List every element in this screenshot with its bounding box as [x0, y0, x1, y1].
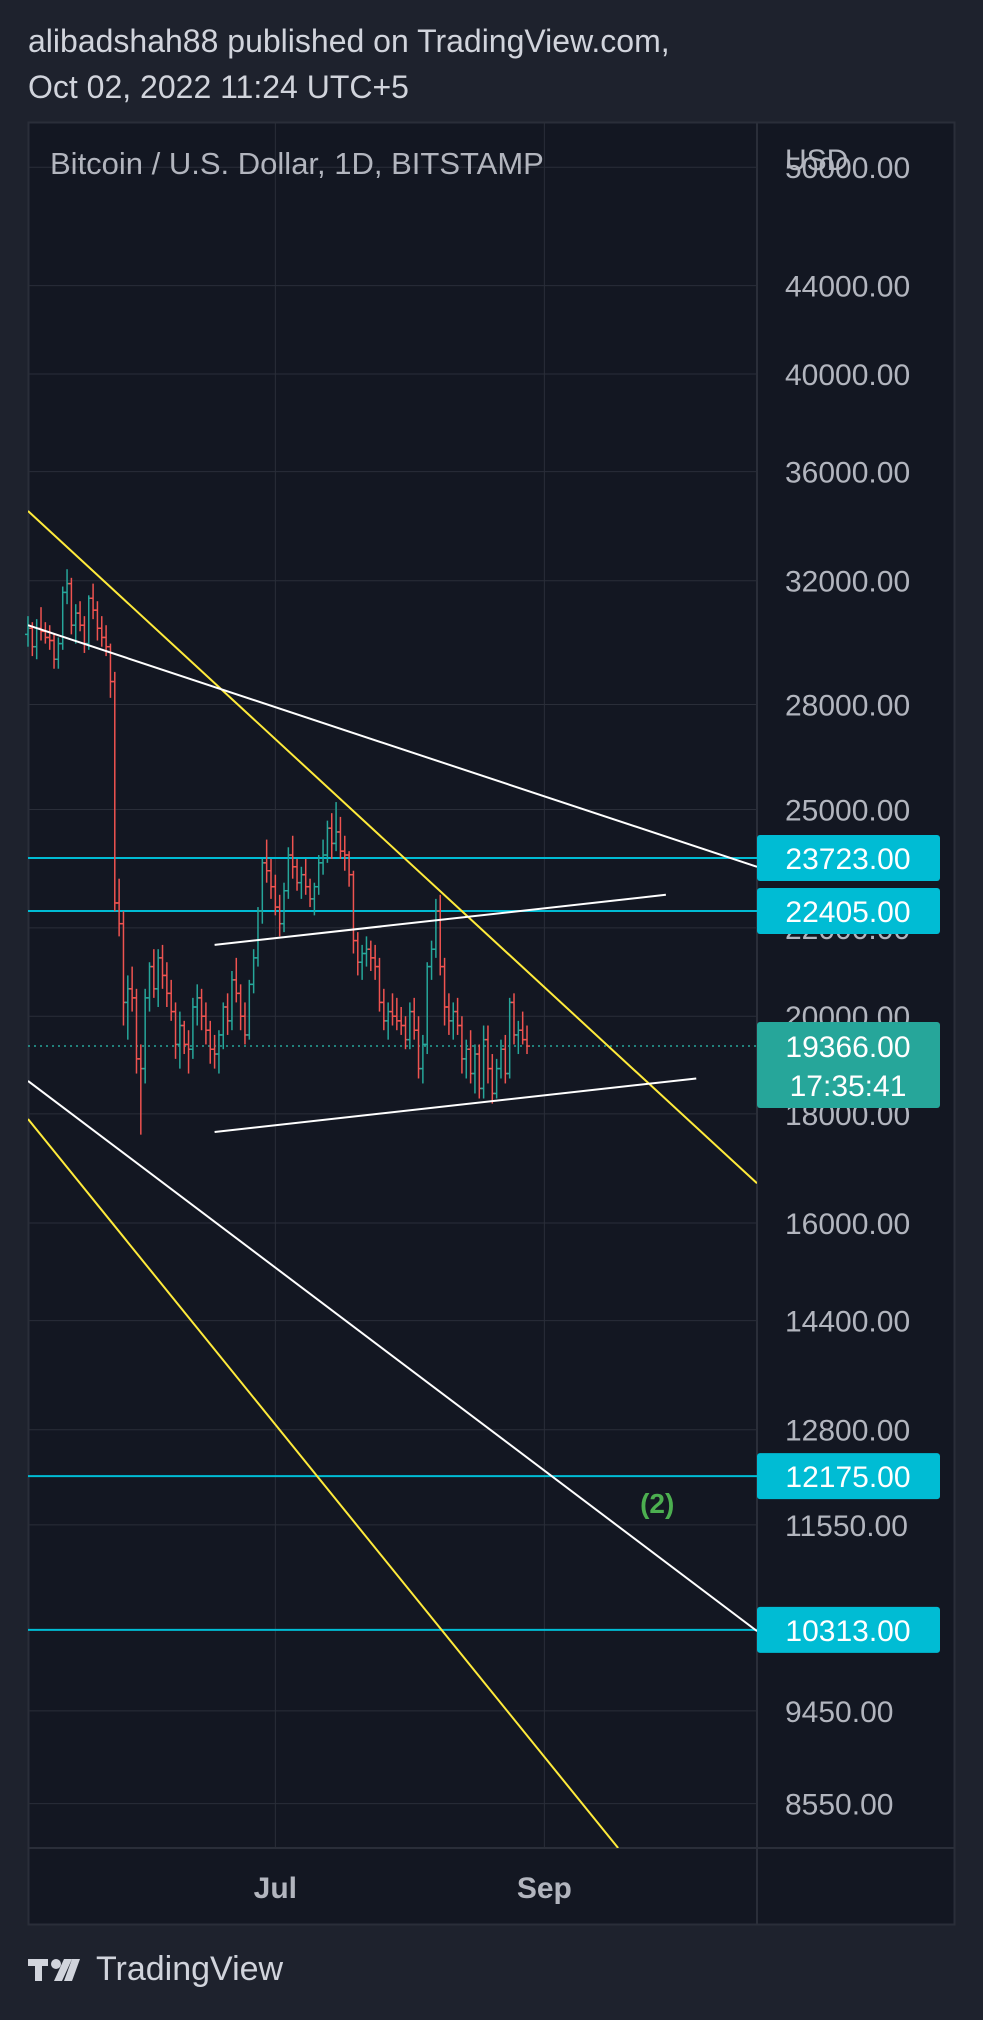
tradingview-logo-icon	[28, 1958, 80, 1981]
price-tick-label: 36000.00	[785, 457, 910, 490]
price-tick-label: 12800.00	[785, 1415, 910, 1448]
price-tick-label: 14400.00	[785, 1306, 910, 1339]
tradingview-brand: TradingView	[96, 1950, 284, 1988]
currency-label: USD	[785, 144, 848, 177]
price-tick-label: 28000.00	[785, 689, 910, 722]
last-price-badge	[757, 1022, 940, 1109]
price-tick-label: 9450.00	[785, 1696, 893, 1729]
chart-frame	[27, 121, 956, 1926]
publisher-line: alibadshah88 published on TradingView.co…	[28, 23, 670, 59]
yellow-trendline	[28, 510, 757, 1185]
price-level-label: 12175.00	[785, 1461, 910, 1494]
time-tick-label: Jul	[254, 1872, 297, 1905]
price-level-badge	[757, 835, 940, 882]
price-tick-label: 50000.00	[785, 152, 910, 185]
price-level-label: 10313.00	[785, 1615, 910, 1648]
price-tick-label: 32000.00	[785, 566, 910, 599]
price-tick-label: 40000.00	[785, 359, 910, 392]
white-trendline	[214, 893, 666, 946]
price-level-badge	[757, 1606, 940, 1653]
price-level-label: 23723.00	[785, 843, 910, 876]
publish-info: alibadshah88 published on TradingView.co…	[28, 18, 670, 110]
plot-area	[28, 122, 757, 1848]
time-axis-area	[28, 1848, 757, 1925]
time-tick-label: Sep	[517, 1872, 572, 1905]
white-trendline	[28, 1080, 757, 1632]
price-tick-label: 16000.00	[785, 1208, 910, 1241]
chart-title: Bitcoin / U.S. Dollar, 1D, BITSTAMP	[50, 146, 544, 181]
bar-countdown-label: 17:35:41	[790, 1070, 907, 1103]
yellow-trendline	[28, 1118, 619, 1848]
publish-date: Oct 02, 2022 11:24 UTC+5	[28, 69, 409, 105]
white-trendline	[28, 624, 757, 868]
price-tick-label: 11550.00	[785, 1510, 908, 1543]
price-level-badge	[757, 1453, 940, 1500]
white-trendline	[214, 1077, 697, 1134]
wave-annotation: (2)	[640, 1488, 674, 1519]
last-price-label: 19366.00	[785, 1031, 910, 1064]
footer: TradingView	[28, 1950, 283, 1989]
price-tick-label: 44000.00	[785, 271, 910, 304]
price-level-badge	[757, 887, 940, 934]
price-tick-label: 25000.00	[785, 794, 910, 827]
price-tick-label: 8550.00	[785, 1789, 893, 1822]
axis-corner	[757, 1848, 955, 1925]
price-level-label: 22405.00	[785, 896, 910, 929]
price-axis-area	[757, 122, 955, 1848]
